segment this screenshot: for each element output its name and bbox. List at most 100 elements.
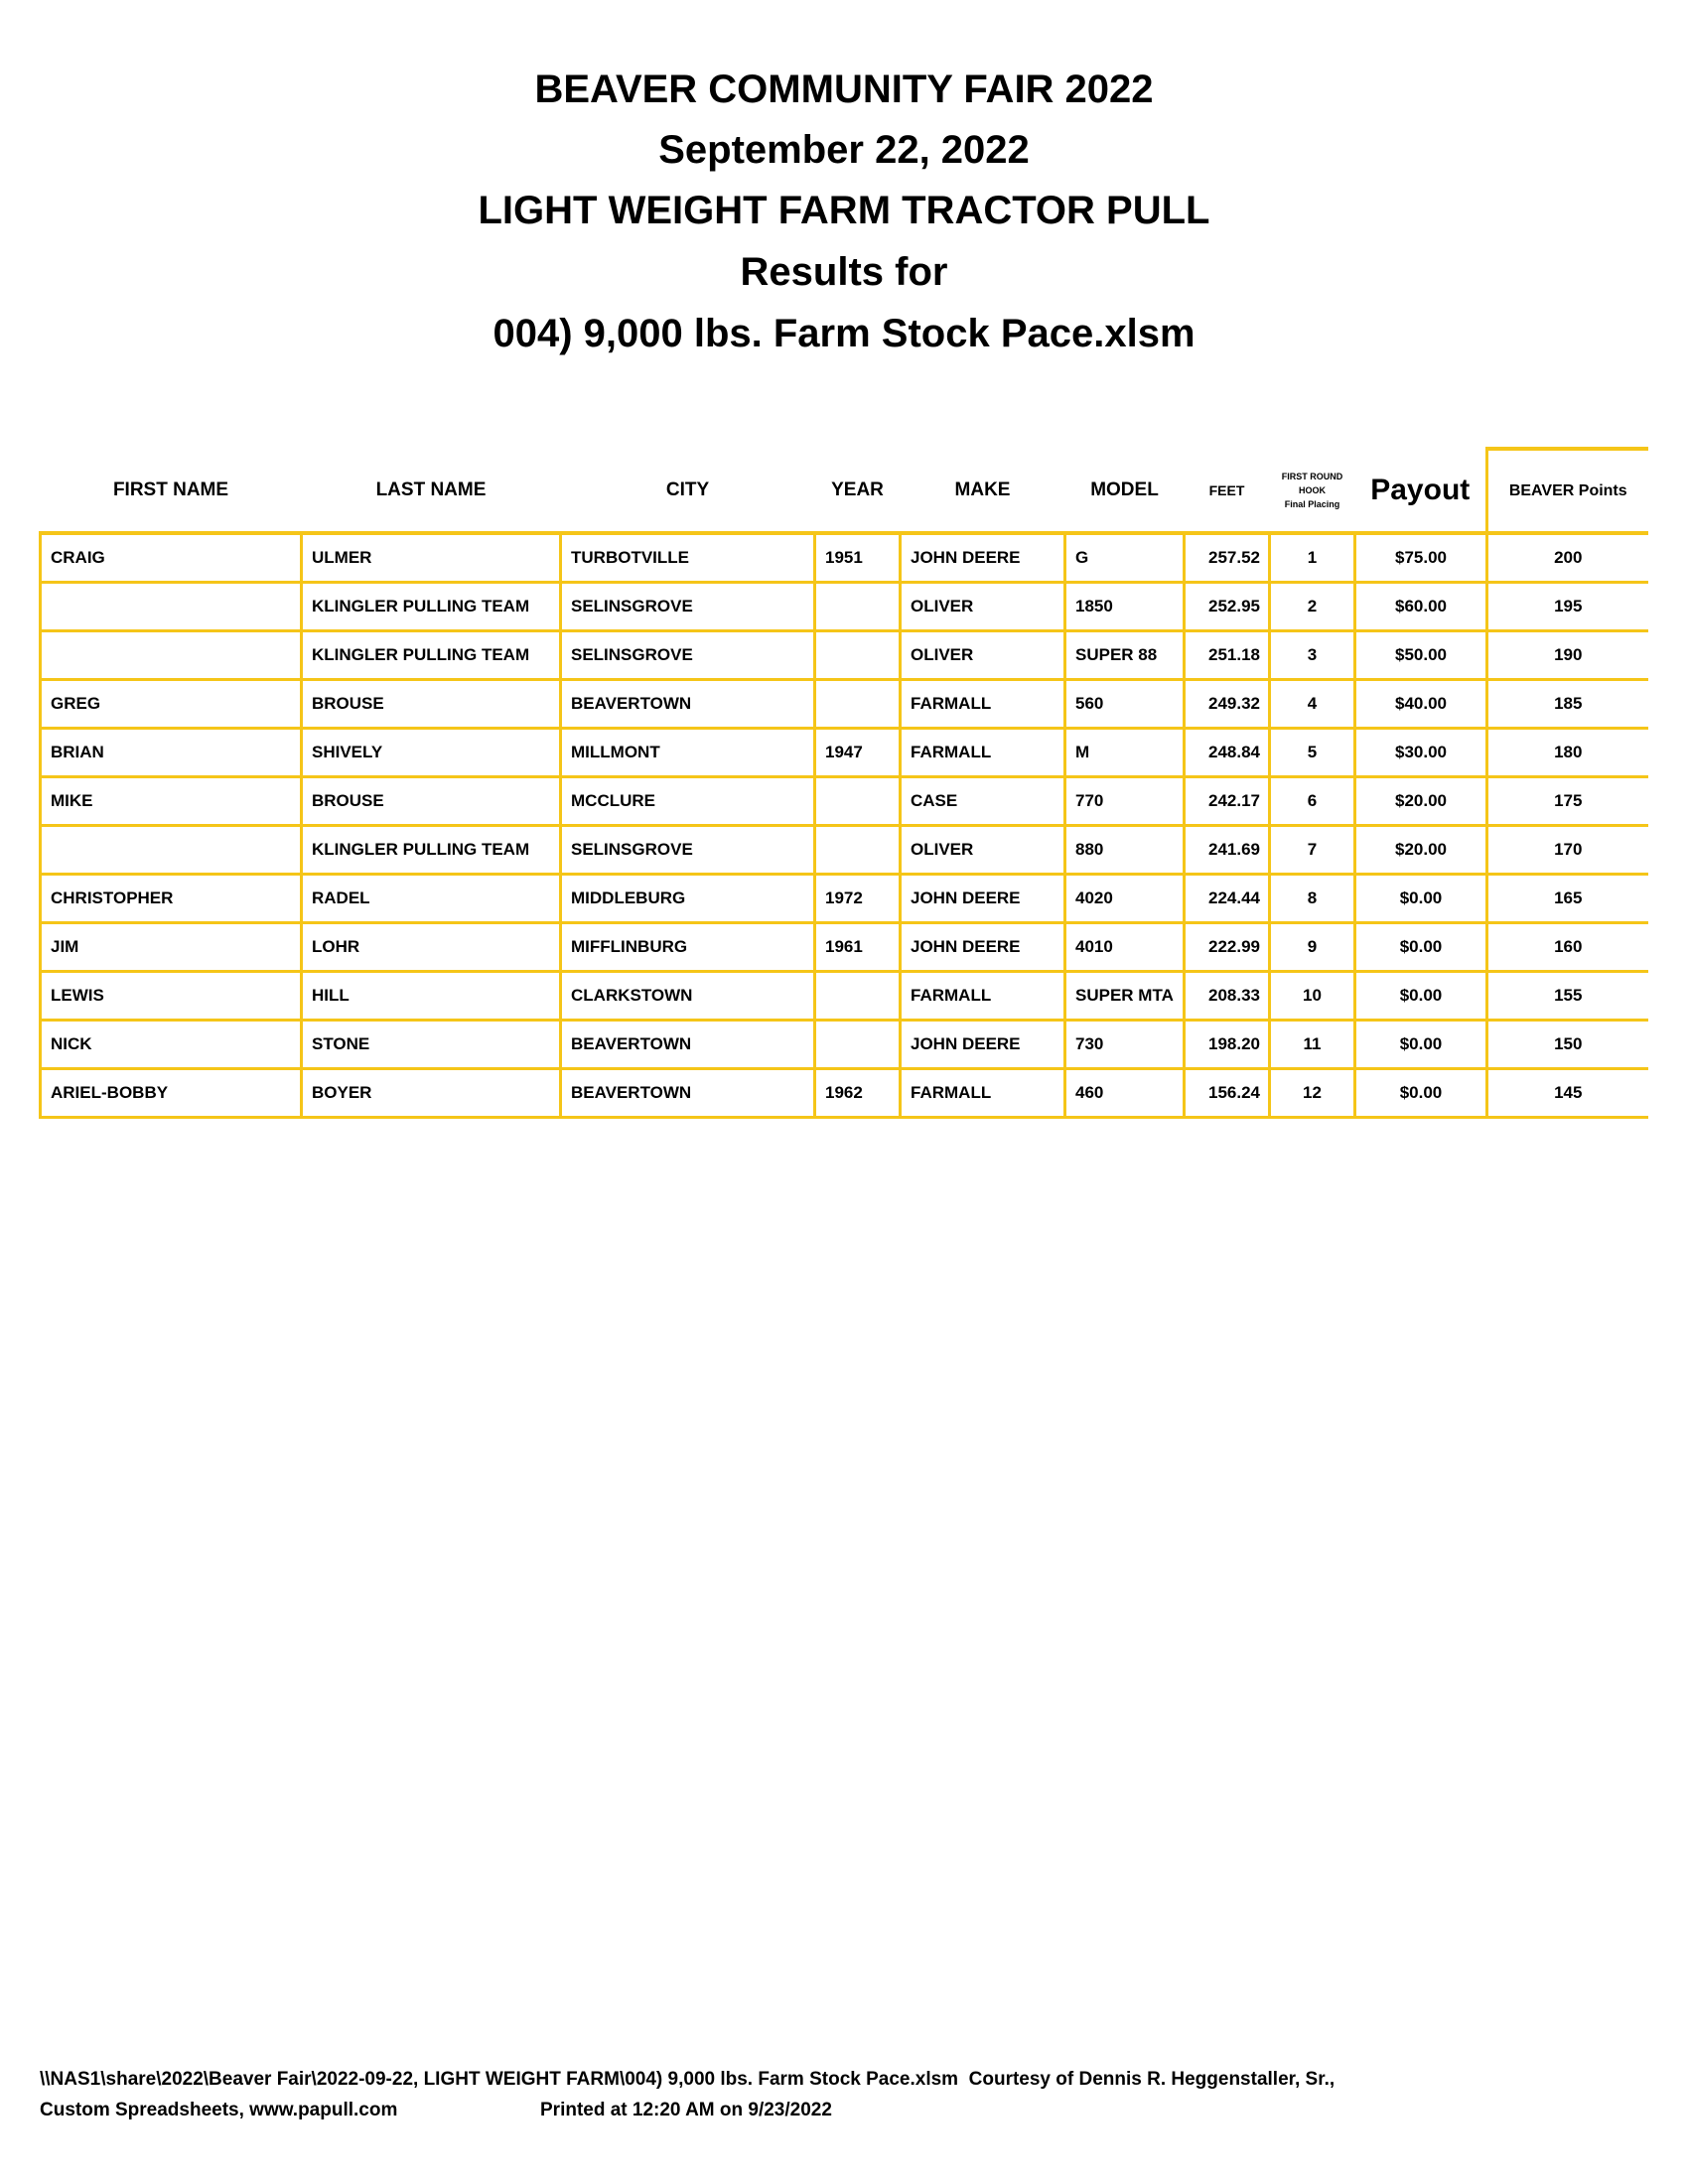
cell-model: 4010 [1063, 922, 1185, 973]
cell-last-name: KLINGLER PULLING TEAM [300, 825, 561, 876]
results-for-label: Results for [740, 250, 948, 294]
results-body: CRAIG ULMER TURBOTVILLE 1951 JOHN DEERE G 257.… [39, 533, 1648, 1119]
header-payout: Payout [1354, 449, 1487, 535]
cell-year [813, 825, 901, 876]
cell-payout: $60.00 [1353, 582, 1487, 632]
cell-city: SELINSGROVE [559, 582, 815, 632]
table-row: NICK STONE BEAVERTOWN JOHN DEERE 730 198.20 11… [39, 1020, 1648, 1070]
cell-make: CASE [899, 776, 1065, 827]
cell-first-name: NICK [39, 1020, 302, 1070]
cell-payout: $0.00 [1353, 922, 1487, 973]
cell-city: MIFFLINBURG [559, 922, 815, 973]
cell-model: 4020 [1063, 874, 1185, 924]
cell-feet: 224.44 [1183, 874, 1270, 924]
cell-points: 180 [1485, 728, 1648, 778]
cell-payout: $75.00 [1353, 533, 1487, 584]
header-feet: FEET [1184, 449, 1270, 535]
event-name: LIGHT WEIGHT FARM TRACTOR PULL [478, 189, 1210, 232]
cell-make: FARMALL [899, 728, 1065, 778]
cell-feet: 251.18 [1183, 630, 1270, 681]
cell-points: 170 [1485, 825, 1648, 876]
header-last-name: LAST NAME [301, 449, 561, 535]
footer-path: \\NAS1\share\2022\Beaver Fair\2022-09-22… [40, 2069, 1336, 2090]
cell-model: G [1063, 533, 1185, 584]
cell-points: 200 [1485, 533, 1648, 584]
table-row: BRIAN SHIVELY MILLMONT 1947 FARMALL M 248.84 5 $… [39, 728, 1648, 778]
cell-last-name: KLINGLER PULLING TEAM [300, 630, 561, 681]
table-row: ARIEL-BOBBY BOYER BEAVERTOWN 1962 FARMALL 460… [39, 1068, 1648, 1119]
header-hook-line1: FIRST ROUND [1281, 471, 1343, 481]
cell-feet: 242.17 [1183, 776, 1270, 827]
cell-city: CLARKSTOWN [559, 971, 815, 1022]
cell-points: 145 [1485, 1068, 1648, 1119]
header-model: MODEL [1064, 449, 1185, 535]
cell-make: FARMALL [899, 679, 1065, 730]
cell-year [813, 679, 901, 730]
cell-first-name [39, 630, 302, 681]
cell-feet: 156.24 [1183, 1068, 1270, 1119]
cell-last-name: SHIVELY [300, 728, 561, 778]
cell-year: 1947 [813, 728, 901, 778]
cell-payout: $50.00 [1353, 630, 1487, 681]
cell-last-name: HILL [300, 971, 561, 1022]
table-row: KLINGLER PULLING TEAM SELINSGROVE OLIVER 18… [39, 582, 1648, 632]
cell-model: 730 [1063, 1020, 1185, 1070]
event-date: September 22, 2022 [658, 128, 1030, 172]
cell-city: MIDDLEBURG [559, 874, 815, 924]
cell-city: BEAVERTOWN [559, 1020, 815, 1070]
cell-last-name: RADEL [300, 874, 561, 924]
cell-payout: $30.00 [1353, 728, 1487, 778]
cell-last-name: BROUSE [300, 776, 561, 827]
cell-placing: 10 [1268, 971, 1355, 1022]
cell-make: JOHN DEERE [899, 1020, 1065, 1070]
cell-placing: 3 [1268, 630, 1355, 681]
cell-payout: $0.00 [1353, 971, 1487, 1022]
class-name: 004) 9,000 lbs. Farm Stock Pace.xlsm [492, 312, 1196, 355]
cell-placing: 1 [1268, 533, 1355, 584]
cell-payout: $40.00 [1353, 679, 1487, 730]
cell-placing: 6 [1268, 776, 1355, 827]
cell-payout: $0.00 [1353, 1020, 1487, 1070]
footer-printed: Printed at 12:20 AM on 9/23/2022 [540, 2100, 832, 2120]
cell-year: 1962 [813, 1068, 901, 1119]
cell-feet: 208.33 [1183, 971, 1270, 1022]
cell-feet: 222.99 [1183, 922, 1270, 973]
cell-feet: 198.20 [1183, 1020, 1270, 1070]
cell-first-name: JIM [39, 922, 302, 973]
cell-make: OLIVER [899, 825, 1065, 876]
cell-make: JOHN DEERE [899, 874, 1065, 924]
cell-first-name: BRIAN [39, 728, 302, 778]
header-hook-line3: Final Placing [1284, 498, 1340, 509]
cell-year [813, 630, 901, 681]
cell-model: 1850 [1063, 582, 1185, 632]
cell-year [813, 1020, 901, 1070]
cell-feet: 248.84 [1183, 728, 1270, 778]
table-row: JIM LOHR MIFFLINBURG 1961 JOHN DEERE 4010 222.… [39, 922, 1648, 973]
cell-make: JOHN DEERE [899, 922, 1065, 973]
header-city: CITY [560, 449, 815, 535]
table-row: GREG BROUSE BEAVERTOWN FARMALL 560 249.32 4 $40… [39, 679, 1648, 730]
table-row: KLINGLER PULLING TEAM SELINSGROVE OLIVER SU… [39, 630, 1648, 681]
cell-first-name: GREG [39, 679, 302, 730]
cell-last-name: KLINGLER PULLING TEAM [300, 582, 561, 632]
cell-feet: 252.95 [1183, 582, 1270, 632]
cell-payout: $0.00 [1353, 874, 1487, 924]
cell-last-name: BROUSE [300, 679, 561, 730]
cell-city: TURBOTVILLE [559, 533, 815, 584]
header-hook-line2: HOOK [1299, 484, 1326, 495]
results-table: FIRST NAME LAST NAME CITY YEAR MAKE MODE… [39, 447, 1648, 1119]
cell-first-name [39, 825, 302, 876]
cell-placing: 8 [1268, 874, 1355, 924]
fair-title: BEAVER COMMUNITY FAIR 2022 [534, 68, 1154, 111]
cell-payout: $20.00 [1353, 825, 1487, 876]
cell-points: 185 [1485, 679, 1648, 730]
cell-model: SUPER 88 [1063, 630, 1185, 681]
cell-placing: 7 [1268, 825, 1355, 876]
cell-placing: 5 [1268, 728, 1355, 778]
cell-model: 770 [1063, 776, 1185, 827]
table-row: CHRISTOPHER RADEL MIDDLEBURG 1972 JOHN DEERE… [39, 874, 1648, 924]
cell-year [813, 582, 901, 632]
cell-year [813, 776, 901, 827]
cell-points: 160 [1485, 922, 1648, 973]
cell-placing: 9 [1268, 922, 1355, 973]
